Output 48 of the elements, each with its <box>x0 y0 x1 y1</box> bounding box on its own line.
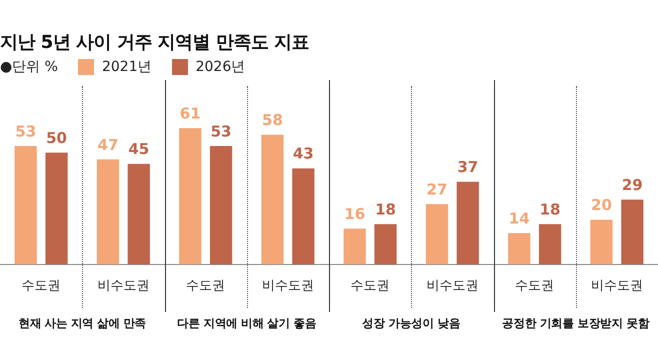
bar <box>261 134 284 264</box>
bar <box>538 224 562 264</box>
bar <box>14 146 37 264</box>
bar <box>426 204 448 264</box>
data-label: 53 <box>15 122 36 140</box>
bar <box>374 224 397 264</box>
bar <box>179 128 202 264</box>
x-tick-label: 비수도권 <box>426 278 478 294</box>
text: ●단위 % <box>0 58 58 76</box>
data-label: 14 <box>508 210 530 228</box>
data-label: 18 <box>540 200 560 219</box>
x-tick-label: 수도권 <box>186 278 226 294</box>
data-label: 45 <box>128 140 150 158</box>
legend-label: 2021년 <box>102 58 152 76</box>
data-label: 18 <box>375 200 396 219</box>
data-label: 43 <box>292 144 314 163</box>
bar <box>621 200 644 264</box>
data-label: 16 <box>344 205 366 224</box>
x-tick-label: 수도권 <box>350 278 390 294</box>
data-label: 29 <box>622 176 643 194</box>
bar <box>45 152 68 264</box>
data-label: 58 <box>262 111 283 130</box>
bar <box>344 228 366 264</box>
bar <box>456 182 479 264</box>
chart-title: 지난 5년 사이 거주 지역별 만족도 지표 <box>0 31 310 54</box>
x-tick-label: 비수도권 <box>262 278 314 294</box>
data-label: 20 <box>591 196 612 214</box>
data-label: 50 <box>46 129 67 148</box>
bar <box>210 146 232 264</box>
text: 현재 사는 지역 삶에 만족 <box>17 316 148 331</box>
bar <box>590 220 613 264</box>
x-tick-label: 수도권 <box>515 278 554 294</box>
text: 공정한 기회를 보장받지 못함 <box>501 316 650 331</box>
legend-label: 2026년 <box>196 58 246 76</box>
x-tick-label: 비수도권 <box>590 278 643 294</box>
data-label: 47 <box>98 136 118 154</box>
data-label: 61 <box>180 104 201 122</box>
bar <box>128 164 150 264</box>
x-tick-label: 수도권 <box>22 278 61 294</box>
x-tick-label: 비수도권 <box>97 278 150 294</box>
data-label: 37 <box>457 158 478 176</box>
text: 다른 지역에 비해 살기 좋음 <box>176 316 318 331</box>
data-label: 27 <box>426 180 448 198</box>
bar <box>96 159 120 264</box>
bar <box>292 168 314 264</box>
data-label: 53 <box>210 122 232 140</box>
bar <box>508 233 530 264</box>
text: 성장 가능성이 낮음 <box>361 316 462 331</box>
